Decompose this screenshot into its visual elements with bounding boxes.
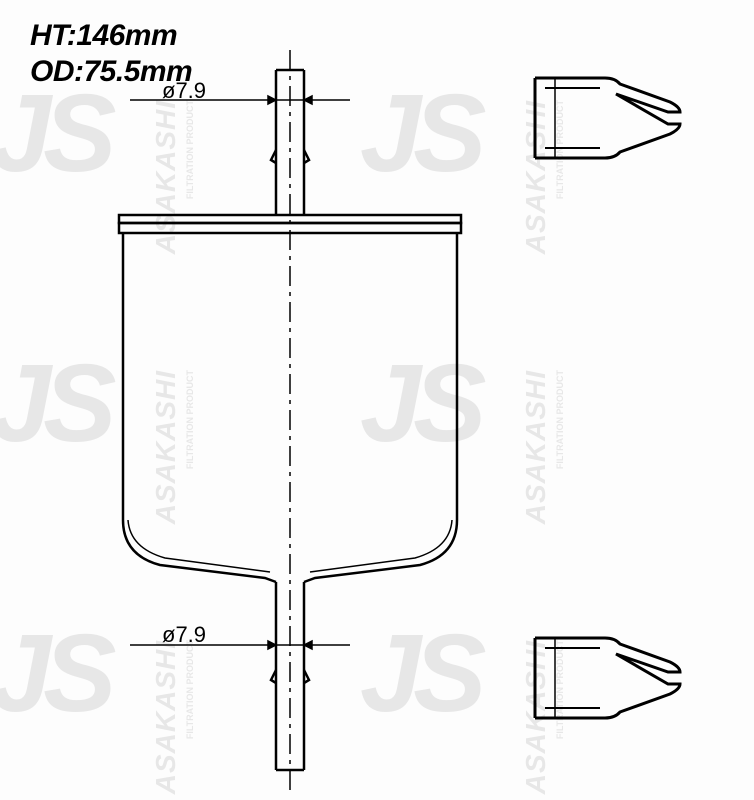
filter-diagram <box>0 0 754 800</box>
top-clip <box>535 78 680 158</box>
body-bottom-left <box>123 520 276 582</box>
body-bottom-right <box>304 520 457 582</box>
bottom-dimension-line <box>130 633 350 657</box>
bottom-clip <box>535 638 680 718</box>
body-bottom-inner-right <box>310 520 452 572</box>
body-bottom-inner-left <box>128 520 270 572</box>
top-dimension-line <box>130 88 350 112</box>
